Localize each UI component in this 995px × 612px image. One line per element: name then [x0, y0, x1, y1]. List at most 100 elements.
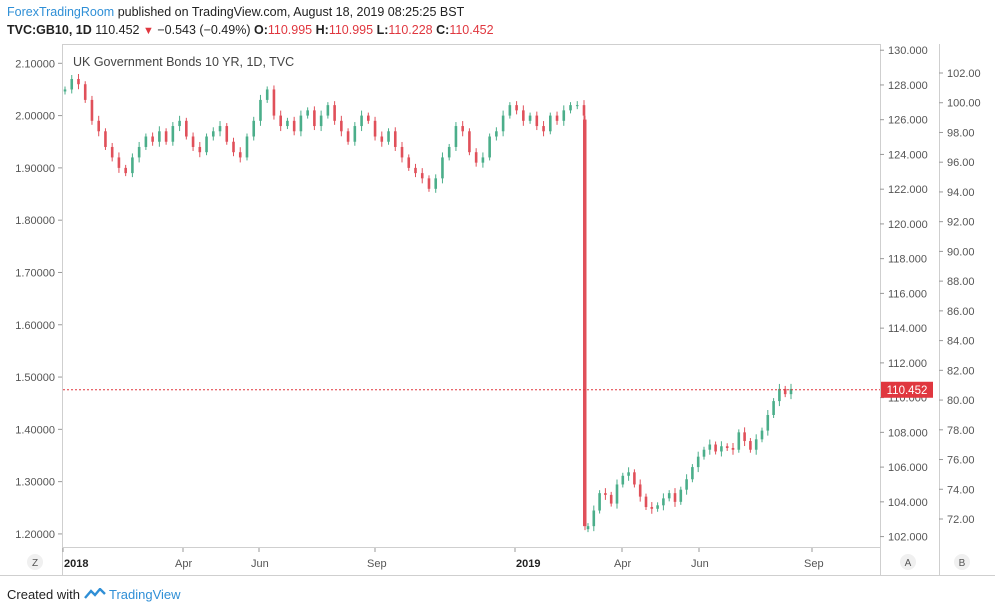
candle-body — [542, 126, 545, 132]
outer-tick-label: 94.00 — [947, 187, 975, 199]
candle-body — [104, 131, 107, 147]
tradingview-logo-icon[interactable] — [83, 587, 109, 602]
outer-tick-label: 100.00 — [947, 98, 981, 110]
candle-body — [97, 120, 101, 132]
candle-body — [725, 446, 729, 448]
candle-body — [185, 120, 188, 137]
second-scale-button-label: B — [959, 558, 966, 569]
high-label: H: — [315, 23, 329, 37]
inner-tick-label: 106.000 — [888, 462, 928, 474]
inner-right-axis-ticks: 130.000 128.000 126.000 124.000 122.000 120.0… — [880, 45, 928, 544]
candle-body — [306, 110, 309, 116]
low-value: 110.228 — [388, 23, 433, 37]
candle-body — [508, 105, 512, 116]
left-tick-label: 1.90000 — [15, 163, 55, 175]
candle-body — [326, 105, 330, 116]
high-value: 110.995 — [328, 23, 374, 37]
candle-body — [63, 89, 67, 92]
candle-body — [575, 105, 579, 107]
candle-body — [702, 449, 706, 457]
time-tick-label: 2018 — [64, 558, 88, 570]
footer: Created with TradingView — [7, 587, 181, 602]
candle-body — [90, 99, 94, 121]
candle-body — [171, 126, 175, 142]
candle-body — [528, 115, 532, 121]
outer-tick-label: 88.00 — [947, 276, 975, 288]
author-link[interactable]: ForexTradingRoom — [7, 5, 115, 19]
close-value: 110.452 — [449, 23, 494, 37]
candle-body — [481, 157, 485, 163]
candle-body — [137, 146, 141, 158]
candle-body — [783, 388, 787, 395]
candle-body — [691, 467, 694, 480]
time-tick-label: Sep — [367, 558, 387, 570]
candle-body — [749, 441, 752, 450]
left-tick-label: 2.10000 — [15, 58, 55, 70]
candle-body — [501, 115, 505, 132]
auto-scale-button[interactable] — [900, 554, 916, 570]
candle-body — [191, 136, 195, 147]
time-tick-label: Jun — [691, 558, 709, 570]
candle-body — [737, 432, 741, 450]
outer-tick-label: 74.00 — [947, 484, 975, 496]
inner-tick-label: 116.000 — [888, 288, 927, 300]
inner-tick-label: 128.000 — [888, 80, 928, 92]
created-with-text: Created with — [7, 587, 80, 602]
candle-body — [754, 439, 758, 450]
down-arrow-icon: ▼ — [142, 25, 154, 37]
candle-body — [522, 110, 525, 121]
inner-tick-label: 130.000 — [888, 45, 928, 57]
candle-body — [427, 178, 431, 189]
outer-tick-label: 78.00 — [947, 425, 975, 437]
candle-body — [225, 126, 229, 142]
inner-tick-label: 102.000 — [888, 532, 928, 544]
inner-tick-label: 108.000 — [888, 427, 928, 439]
candle-body — [400, 146, 404, 158]
auto-scale-button-label: A — [905, 558, 912, 569]
time-tick-label: Apr — [175, 558, 192, 570]
second-scale-button[interactable] — [954, 554, 970, 570]
candle-body — [158, 131, 161, 142]
candle-body — [238, 152, 242, 158]
tradingview-brand[interactable]: TradingView — [109, 587, 181, 602]
candle-body — [70, 78, 74, 90]
candle-body — [562, 110, 566, 121]
candle-body — [656, 505, 659, 509]
candle-body — [535, 115, 539, 127]
candle-body — [714, 444, 717, 452]
left-tick-label: 1.40000 — [15, 424, 55, 436]
candle-body — [151, 136, 154, 142]
inner-tick-label: 114.000 — [888, 323, 927, 335]
candle-body — [441, 157, 444, 179]
inner-tick-label: 118.000 — [888, 254, 927, 266]
candle-body — [474, 152, 478, 163]
inner-tick-label: 122.000 — [888, 184, 928, 196]
symbol-info: TVC:GB10, 1D 110.452 ▼ −0.543 (−0.49%) O… — [7, 23, 494, 37]
candle-body — [232, 141, 235, 153]
candle-body — [673, 493, 677, 502]
candle-body — [178, 120, 181, 127]
published-text: published on TradingView.com, August 18,… — [114, 5, 465, 19]
price-change: −0.543 (−0.49%) — [157, 23, 251, 37]
outer-tick-label: 72.00 — [947, 514, 975, 526]
candle-body — [252, 120, 256, 137]
candle-body — [245, 136, 249, 158]
candle-body — [259, 99, 262, 121]
candle-body — [110, 146, 114, 158]
open-value: 110.995 — [267, 23, 313, 37]
current-price-tag-label: 110.452 — [887, 385, 928, 397]
left-tick-label: 1.80000 — [15, 215, 55, 227]
candle-body — [124, 167, 127, 174]
plot-frame — [62, 44, 881, 548]
candle-body — [83, 84, 87, 100]
candle-body — [279, 115, 282, 127]
candle-body — [447, 146, 451, 158]
time-zone-button[interactable] — [27, 554, 43, 570]
candle-body — [586, 526, 590, 530]
outer-tick-label: 96.00 — [947, 157, 975, 169]
outer-tick-label: 102.00 — [947, 68, 981, 80]
candle-body — [662, 498, 665, 506]
candle-body — [272, 89, 276, 116]
candle-body — [731, 447, 735, 450]
